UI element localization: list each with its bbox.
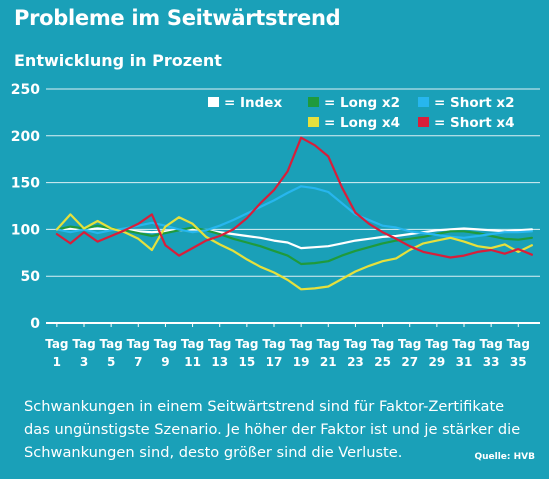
x-tick-label-prefix: Tag xyxy=(452,337,475,351)
y-tick-label: 50 xyxy=(21,269,41,285)
x-tick-label-prefix: Tag xyxy=(208,337,231,351)
series-line-short-x4 xyxy=(55,136,534,259)
x-tick-label-prefix: Tag xyxy=(479,337,502,351)
x-tick-label: 31 xyxy=(456,355,473,369)
x-tick-label-prefix: Tag xyxy=(72,337,95,351)
x-tick-label: 5 xyxy=(107,355,115,369)
series-line-long-x2 xyxy=(55,224,534,266)
legend-swatch-short-x2 xyxy=(418,97,429,107)
x-tick-label-prefix: Tag xyxy=(398,337,421,351)
x-tick-label-prefix: Tag xyxy=(127,337,150,351)
legend-label-long-x2: = Long x2 xyxy=(324,95,400,111)
y-tick-label: 100 xyxy=(11,222,40,238)
x-tick-label-prefix: Tag xyxy=(344,337,367,351)
chart-caption: Schwankungen in einem Seitwärtstrend sin… xyxy=(24,398,521,461)
y-tick-label: 150 xyxy=(11,176,40,192)
legend-swatch-long-x2 xyxy=(308,97,319,107)
x-tick-label-prefix: Tag xyxy=(289,337,312,351)
x-tick-label: 25 xyxy=(374,355,391,369)
x-tick-label-prefix: Tag xyxy=(425,337,448,351)
x-tick-label-prefix: Tag xyxy=(154,337,177,351)
x-tick-label: 35 xyxy=(510,355,527,369)
x-tick-label: 3 xyxy=(80,355,88,369)
x-tick-label: 7 xyxy=(134,355,142,369)
line-chart: 0 50 100 150 200 250 Tag 1 Tag 3 Tag 5 Tag 7 Tag 9 Tag 11… xyxy=(11,82,540,369)
x-tick-label: 19 xyxy=(293,355,310,369)
legend-label-short-x4: = Short x4 xyxy=(434,115,515,131)
x-tick-label: 27 xyxy=(401,355,418,369)
x-tick-label: 33 xyxy=(483,355,500,369)
legend-label-index: = Index xyxy=(224,95,282,111)
x-tick-label-prefix: Tag xyxy=(262,337,285,351)
legend-swatch-index xyxy=(208,97,219,107)
x-tick-label-prefix: Tag xyxy=(99,337,122,351)
x-tick-label-prefix: Tag xyxy=(317,337,340,351)
x-tick-label-prefix: Tag xyxy=(181,337,204,351)
x-tick-label-prefix: Tag xyxy=(45,337,68,351)
x-tick-label: 13 xyxy=(211,355,228,369)
y-tick-label: 200 xyxy=(11,129,40,145)
x-tick-label: 11 xyxy=(184,355,201,369)
x-tick-label-prefix: Tag xyxy=(507,337,530,351)
y-tick-label: 250 xyxy=(11,82,40,98)
series-line-short-x2 xyxy=(55,185,534,239)
x-tick-label: 23 xyxy=(347,355,364,369)
x-tick-label-prefix: Tag xyxy=(235,337,258,351)
legend-label-long-x4: = Long x4 xyxy=(324,115,400,131)
x-tick-label: 15 xyxy=(239,355,256,369)
x-tick-label: 29 xyxy=(429,355,446,369)
legend-label-short-x2: = Short x2 xyxy=(434,95,515,111)
chart-title: Probleme im Seitwärtstrend xyxy=(14,6,341,30)
chart-subtitle: Entwicklung in Prozent xyxy=(14,51,222,70)
y-tick-label: 0 xyxy=(30,316,40,332)
x-tick-label: 9 xyxy=(161,355,169,369)
x-tick-label: 1 xyxy=(53,355,61,369)
legend-swatch-long-x4 xyxy=(308,117,319,127)
legend-swatch-short-x4 xyxy=(418,117,429,127)
x-tick-label: 21 xyxy=(320,355,337,369)
x-tick-label-prefix: Tag xyxy=(371,337,394,351)
x-tick-label: 17 xyxy=(266,355,283,369)
series-line-long-x4 xyxy=(55,213,534,291)
series-line-index xyxy=(55,227,534,250)
source-note: Quelle: HVB xyxy=(474,452,535,462)
